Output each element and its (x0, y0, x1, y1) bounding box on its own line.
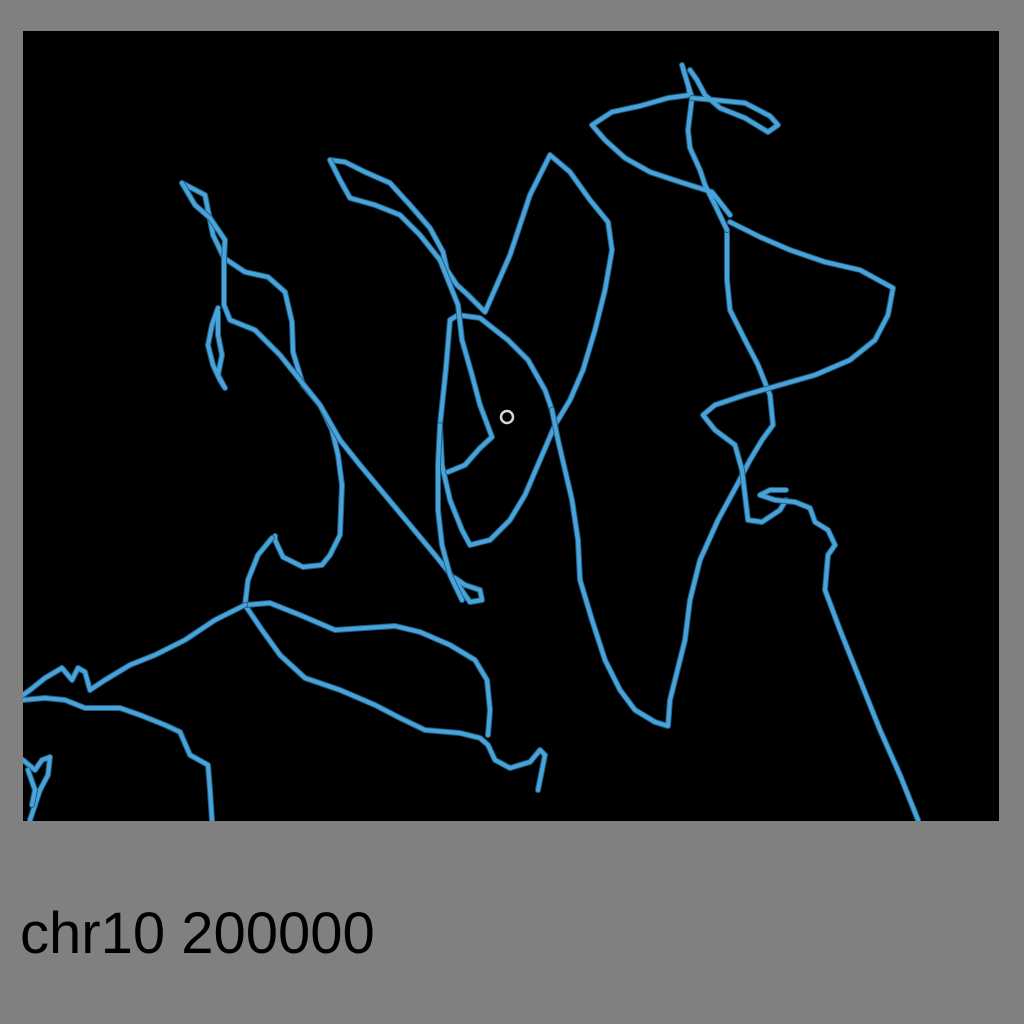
strand-segment (436, 423, 464, 602)
strand-segment (328, 158, 494, 474)
strand-segment-shadow (23, 602, 248, 698)
caption-label: chr10 200000 (20, 901, 375, 966)
structure-viewport[interactable] (23, 31, 999, 821)
strand-segment (590, 63, 732, 232)
strand-segment-shadow (179, 180, 345, 570)
strand-segment (243, 601, 492, 737)
strand-segment (550, 228, 775, 728)
strand-segment (180, 181, 344, 569)
strand-segment (23, 755, 52, 821)
strand-segment (688, 68, 780, 134)
strand-segment (26, 768, 37, 807)
strand-segment (23, 603, 247, 697)
strand-segment (180, 181, 484, 604)
strand-segment-shadow (700, 219, 896, 525)
strand-segment (328, 153, 614, 547)
strand-segment (243, 536, 547, 792)
strand-segment (701, 220, 895, 524)
strand-segment (23, 696, 214, 821)
strand-segment-shadow (757, 487, 921, 821)
strand-segment-shadow (242, 600, 493, 738)
center-ring-marker (499, 409, 515, 425)
strand-segment (206, 306, 227, 390)
strand-segment (758, 488, 920, 821)
structure-canvas[interactable] (23, 31, 999, 821)
